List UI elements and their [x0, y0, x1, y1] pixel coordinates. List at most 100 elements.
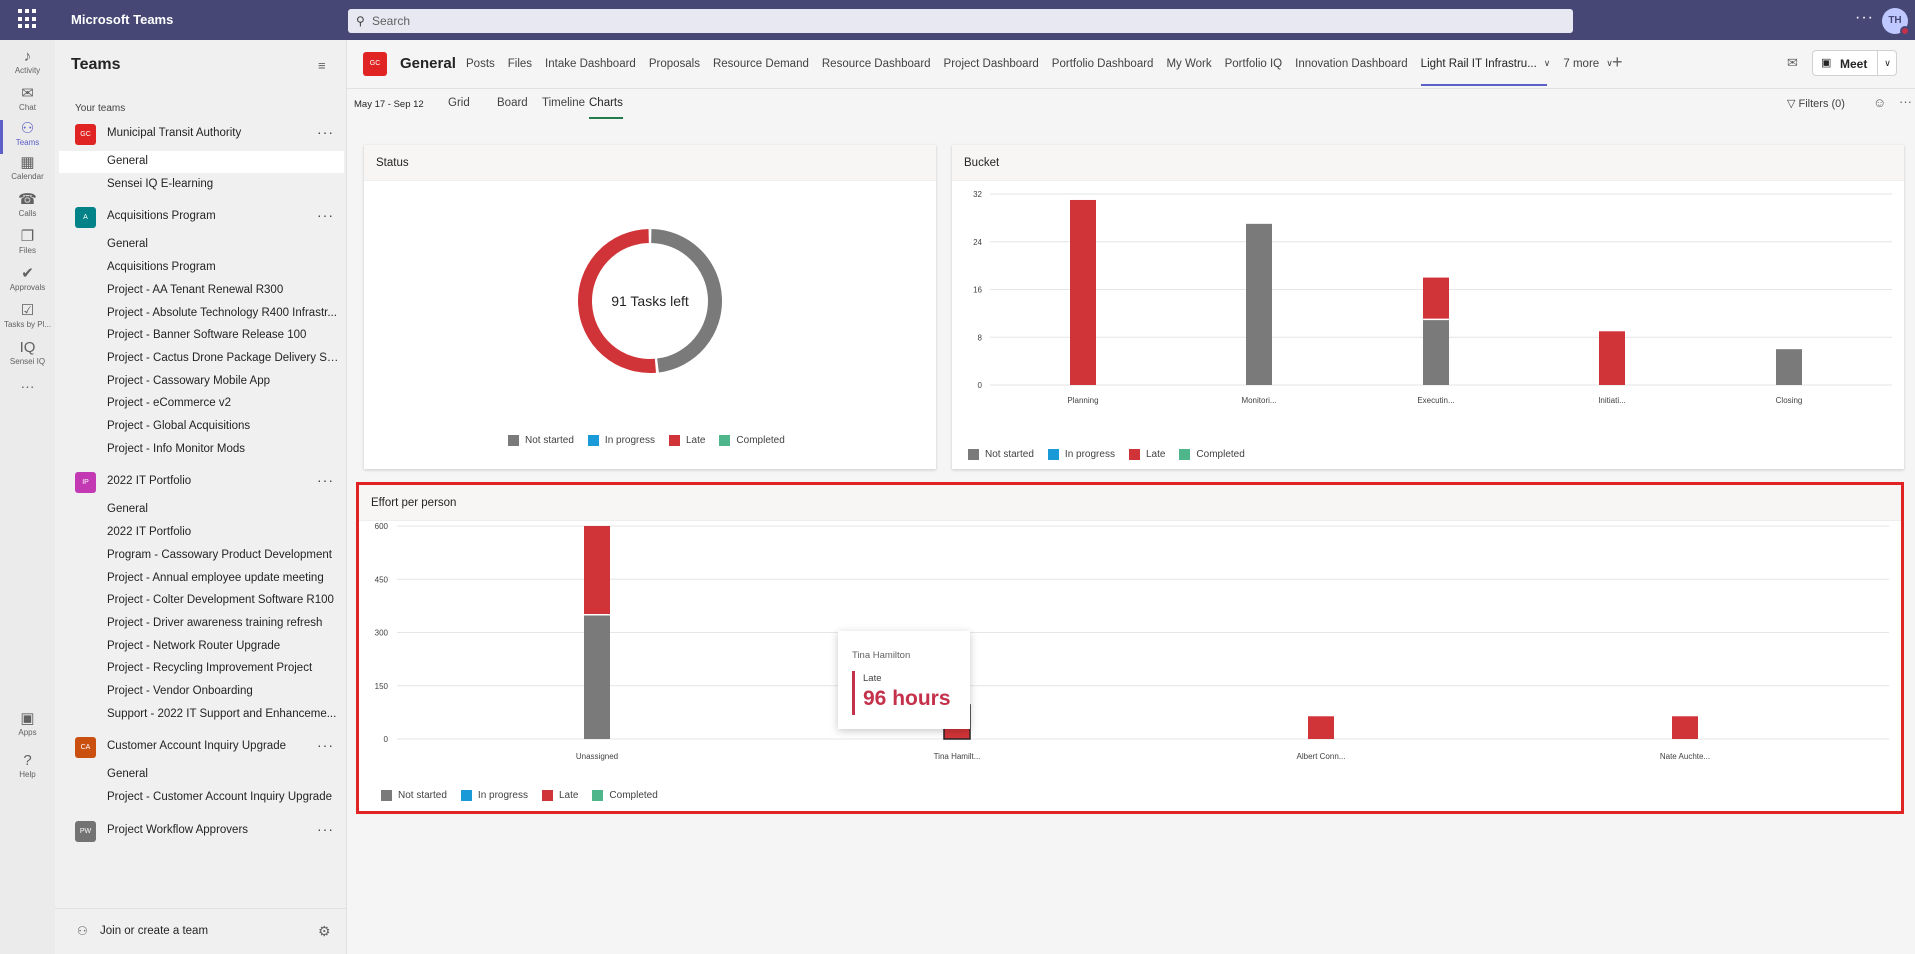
rail-item-calls[interactable]: ☎ Calls	[0, 191, 55, 218]
channel-item[interactable]: Support - 2022 IT Support and Enhanceme.…	[55, 704, 347, 726]
tab-board[interactable]: Board	[497, 97, 528, 109]
donut-slice-late[interactable]	[578, 229, 656, 373]
more-options-icon[interactable]: ···	[317, 472, 334, 489]
chevron-down-icon[interactable]: ∨	[1543, 58, 1551, 68]
avatar[interactable]: TH	[1882, 8, 1910, 36]
more-options-icon[interactable]: ···	[1855, 9, 1874, 26]
tab-charts[interactable]: Charts	[589, 97, 623, 119]
tab-7-more[interactable]: 7 more	[1563, 58, 1600, 70]
more-options-icon[interactable]: ···	[317, 207, 334, 224]
channel-item[interactable]: Project - Recycling Improvement Project	[55, 658, 347, 680]
conversation-icon[interactable]: ✉	[1787, 55, 1798, 70]
channel-item[interactable]: Program - Cassowary Product Development	[55, 545, 347, 567]
tab-posts[interactable]: Posts	[466, 58, 495, 70]
channel-item[interactable]: Project - Network Router Upgrade	[55, 636, 347, 658]
channel-item[interactable]: Project - AA Tenant Renewal R300	[55, 280, 347, 302]
channel-item[interactable]: Project - Vendor Onboarding	[55, 681, 347, 703]
channel-item[interactable]: Sensei IQ E-learning	[55, 174, 347, 196]
channel-name: Project - Vendor Onboarding	[107, 685, 253, 697]
tab-my-work[interactable]: My Work	[1166, 58, 1212, 70]
channel-item[interactable]: Project - Colter Development Software R1…	[55, 590, 347, 612]
bar-not-started[interactable]	[1423, 319, 1449, 385]
channel-item[interactable]: General	[55, 764, 347, 786]
more-options-icon[interactable]: ···	[1899, 94, 1912, 109]
tab-light-rail-it-infrastru[interactable]: Light Rail IT Infrastru...	[1420, 58, 1547, 86]
tab-files[interactable]: Files	[507, 58, 533, 70]
team-item[interactable]: PW Project Workflow Approvers ···	[55, 820, 347, 842]
channel-item[interactable]: Project - Driver awareness training refr…	[55, 613, 347, 635]
tab-proposals[interactable]: Proposals	[648, 58, 700, 70]
add-tab-icon[interactable]: +	[1612, 52, 1623, 72]
emoji-icon[interactable]: ☺	[1873, 95, 1887, 110]
tab-portfolio-iq[interactable]: Portfolio IQ	[1224, 58, 1283, 70]
tab-innovation-dashboard[interactable]: Innovation Dashboard	[1295, 58, 1408, 70]
tab-resource-demand[interactable]: Resource Demand	[712, 58, 809, 70]
bar-late[interactable]	[1423, 277, 1449, 320]
channel-item[interactable]: Project - Cactus Drone Package Delivery …	[55, 348, 347, 370]
rail-item-help[interactable]: ? Help	[0, 752, 55, 779]
channel-item[interactable]: Project - Customer Account Inquiry Upgra…	[55, 787, 347, 809]
tab-portfolio-dashboard[interactable]: Portfolio Dashboard	[1051, 58, 1154, 70]
rail-item-tasks-by-pl[interactable]: ☑ Tasks by Pl...	[0, 302, 55, 329]
channel-item[interactable]: Project - Global Acquisitions	[55, 416, 347, 438]
channel-item[interactable]: Project - Banner Software Release 100	[55, 325, 347, 347]
donut-slice-not-started[interactable]	[650, 229, 722, 373]
rail-item-activity[interactable]: ♪ Activity	[0, 48, 55, 75]
team-item[interactable]: IP 2022 IT Portfolio ···	[55, 471, 347, 494]
bar-not-started[interactable]	[584, 614, 610, 739]
channel-item[interactable]: 2022 IT Portfolio	[55, 522, 347, 544]
filter-icon[interactable]: ≡	[318, 58, 326, 73]
search-input[interactable]: ⚲ Search	[348, 9, 1573, 33]
rail-item-apps[interactable]: ▣ Apps	[0, 710, 55, 737]
team-item[interactable]: GC Municipal Transit Authority ···	[55, 123, 347, 145]
team-name: Customer Account Inquiry Upgrade	[107, 740, 286, 753]
tab-project-dashboard[interactable]: Project Dashboard	[943, 58, 1039, 70]
join-create-team[interactable]: ⚇ Join or create a team ⚙	[55, 908, 347, 954]
channel-item[interactable]: General	[55, 234, 347, 256]
channel-item[interactable]: Acquisitions Program	[55, 257, 347, 279]
tab-grid[interactable]: Grid	[448, 97, 470, 109]
rail-item-calendar[interactable]: ▦ Calendar	[0, 154, 55, 181]
channel-item[interactable]: Project - eCommerce v2	[55, 393, 347, 415]
team-item[interactable]: A Acquisitions Program ···	[55, 206, 347, 229]
channel-item[interactable]: Project - Info Monitor Mods	[55, 439, 347, 461]
more-options-icon[interactable]: ···	[317, 737, 334, 754]
legend-item: Late	[1128, 449, 1165, 460]
chevron-down-icon[interactable]: ∨	[1606, 58, 1613, 68]
legend-swatch	[668, 435, 680, 446]
channel-item[interactable]: General	[55, 499, 347, 521]
tab-timeline[interactable]: Timeline	[542, 97, 586, 109]
tooltip-value: 96 hours	[863, 687, 951, 710]
channel-name: Project - Cactus Drone Package Delivery …	[107, 351, 339, 364]
more-apps-icon[interactable]: ···	[20, 378, 35, 394]
settings-gear-icon[interactable]: ⚙	[318, 923, 331, 939]
bar-late[interactable]	[1308, 716, 1334, 739]
more-options-icon[interactable]: ···	[317, 820, 334, 837]
more-options-icon[interactable]: ···	[317, 124, 334, 140]
tab-resource-dashboard[interactable]: Resource Dashboard	[821, 58, 931, 70]
channel-item[interactable]: Project - Cassowary Mobile App	[55, 371, 347, 393]
channel-item[interactable]: Project - Absolute Technology R400 Infra…	[55, 303, 347, 325]
rail-item-teams[interactable]: ⚇ Teams	[0, 120, 55, 154]
bar-late[interactable]	[1070, 199, 1096, 385]
meet-button[interactable]: ▣ Meet ∨	[1812, 50, 1897, 76]
bar-late[interactable]	[1599, 331, 1625, 385]
bar-not-started[interactable]	[1776, 349, 1802, 385]
channel-item[interactable]: General	[59, 151, 344, 173]
rail-item-chat[interactable]: ✉ Chat	[0, 85, 55, 112]
filters-button[interactable]: ▽ Filters (0)	[1787, 97, 1845, 110]
bar-late[interactable]	[1672, 716, 1698, 739]
channel-item[interactable]: Project - Annual employee update meeting	[55, 568, 347, 590]
rail-item-sensei-iq[interactable]: IQ Sensei IQ	[0, 339, 55, 366]
team-item[interactable]: CA Customer Account Inquiry Upgrade ···	[55, 736, 347, 759]
chevron-down-icon[interactable]: ∨	[1877, 51, 1897, 75]
rail-item-files[interactable]: ❐ Files	[0, 228, 55, 255]
legend-swatch	[541, 790, 553, 801]
rail-item-approvals[interactable]: ✔ Approvals	[0, 265, 55, 292]
bar-late[interactable]	[584, 526, 610, 615]
legend-label: Not started	[398, 790, 447, 801]
card-title: Status	[364, 145, 936, 181]
app-launcher-icon[interactable]	[18, 9, 38, 29]
bar-not-started[interactable]	[1246, 223, 1272, 385]
tab-intake-dashboard[interactable]: Intake Dashboard	[545, 58, 636, 70]
